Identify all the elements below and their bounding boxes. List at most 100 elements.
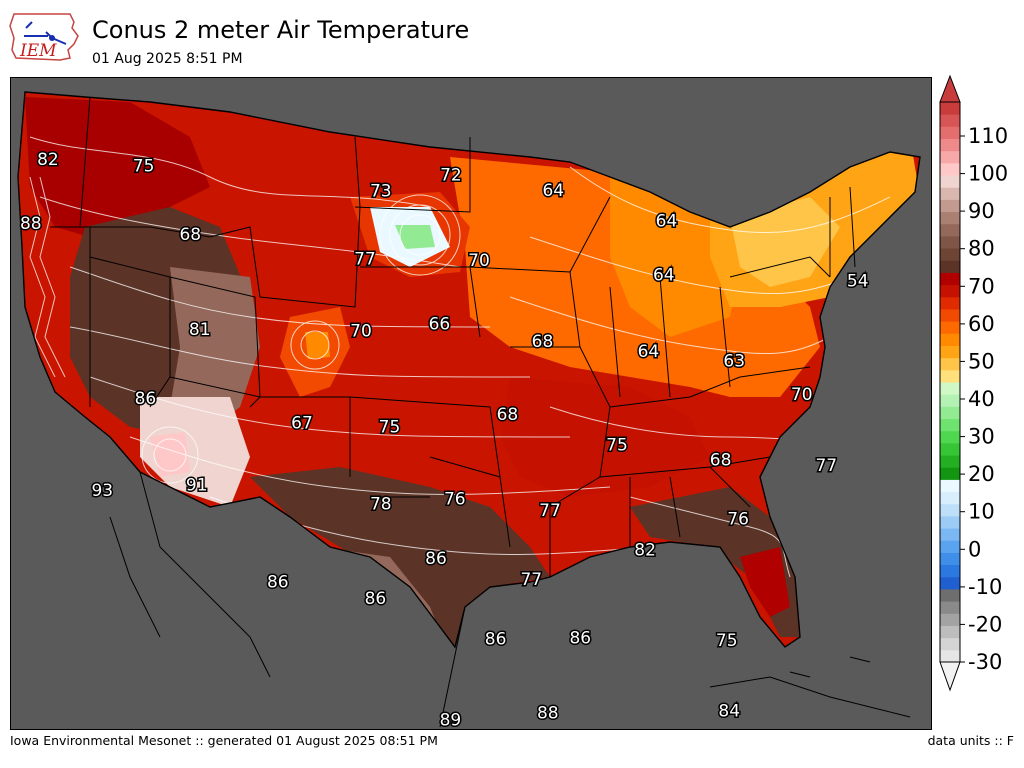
station-temperature-label: 93	[91, 481, 113, 501]
colorbar-swatch	[940, 102, 960, 115]
colorbar-tick-label: 110	[968, 124, 1008, 148]
colorbar-swatch	[940, 162, 960, 176]
station-temperature-label: 81	[189, 320, 211, 340]
colorbar-swatch	[940, 503, 960, 517]
colorbar-swatch	[940, 455, 960, 468]
colorbar-swatch	[940, 260, 960, 273]
colorbar-swatch	[940, 564, 960, 578]
colorbar-tick-label: -20	[968, 612, 1002, 636]
station-temperature-label: 67	[291, 414, 313, 434]
station-temperature-label: 72	[440, 166, 462, 186]
station-temperature-label: 64	[656, 212, 678, 232]
station-temperature-label: 78	[370, 494, 392, 514]
station-temperature-label: 77	[354, 249, 376, 269]
colorbar-swatch	[940, 248, 960, 261]
colorbar-swatch	[940, 382, 960, 395]
colorbar-tick-label: 20	[968, 462, 995, 486]
logo-text: IEM	[19, 41, 57, 61]
colorbar-swatch	[940, 394, 960, 407]
station-temperature-label: 75	[133, 157, 155, 177]
colorbar-swatch	[940, 467, 960, 480]
colorbar-tick-label: 30	[968, 425, 995, 449]
station-temperature-label: 88	[537, 704, 559, 724]
footer-units: data units :: F	[927, 733, 1014, 748]
colorbar-swatch	[940, 187, 960, 200]
station-temperature-label: 77	[520, 570, 542, 590]
colorbar-swatch	[940, 138, 960, 152]
colorbar-swatch	[940, 479, 960, 493]
colorbar-tick-label: 80	[968, 237, 995, 261]
station-temperature-label: 68	[179, 225, 201, 245]
colorbar-swatch	[940, 625, 960, 639]
colorbar-swatch	[940, 175, 960, 188]
colorbar-swatch	[940, 321, 960, 334]
colorbar-swatch	[940, 540, 960, 553]
colorbar-tick-label: 50	[968, 349, 995, 373]
station-temperature-label: 86	[135, 389, 157, 409]
colorbar-tick-label: 60	[968, 312, 995, 336]
station-labels: 6382756388687372646461777054588281646670…	[10, 149, 932, 730]
iem-logo: IEM	[9, 13, 79, 61]
station-temperature-label: 54	[847, 272, 869, 292]
station-temperature-label: 82	[37, 150, 59, 170]
station-temperature-label: 64	[653, 266, 675, 286]
station-temperature-label: 64	[638, 342, 660, 362]
colorbar-swatch	[940, 491, 960, 505]
colorbar-swatch	[940, 150, 960, 164]
station-temperature-label: 86	[569, 628, 591, 648]
geographic-boundaries	[17, 91, 921, 728]
station-temperature-label: 70	[350, 322, 372, 342]
colorbar-min-extension	[939, 661, 961, 692]
colorbar-tick-label: 10	[968, 500, 995, 524]
station-temperature-label: 86	[365, 589, 387, 609]
station-temperature-label: 88	[20, 214, 42, 234]
station-temperature-label: 86	[485, 630, 507, 650]
station-temperature-label: 76	[444, 490, 466, 510]
station-temperature-label: 76	[727, 510, 749, 530]
colorbar-swatch	[940, 576, 960, 590]
colorbar-tick-label: 70	[968, 274, 995, 298]
colorbar-swatch	[940, 588, 960, 602]
colorbar-tick-label: 0	[968, 537, 981, 561]
station-temperature-label: 84	[718, 701, 740, 721]
colorbar-swatch	[940, 333, 960, 346]
station-temperature-label: 75	[379, 418, 401, 438]
station-temperature-label: 68	[710, 450, 732, 470]
station-temperature-label: 75	[606, 436, 628, 456]
station-temperature-label: 77	[815, 456, 837, 476]
colorbar-tick-label: -30	[968, 650, 1002, 674]
station-temperature-label: 68	[532, 332, 554, 352]
colorbar-swatch	[940, 430, 960, 444]
station-temperature-label: 77	[539, 501, 561, 521]
colorbar-tick-label: 100	[968, 162, 1008, 186]
colorbar-tick-label: 40	[968, 387, 995, 411]
colorbar-swatch	[940, 345, 960, 359]
station-temperature-label: 70	[791, 385, 813, 405]
colorbar-swatch	[940, 406, 960, 420]
station-temperature-label: 86	[425, 549, 447, 569]
colorbar-swatch	[940, 296, 960, 310]
station-temperature-label: 82	[634, 540, 656, 560]
station-temperature-label: 66	[429, 315, 451, 335]
colorbar-swatch	[940, 284, 960, 298]
colorbar-swatch	[940, 649, 960, 663]
colorbar-swatch	[940, 637, 960, 651]
colorbar-swatch	[940, 369, 960, 383]
colorbar-swatch	[940, 357, 960, 371]
station-temperature-label: 75	[716, 631, 738, 651]
colorbar-swatch	[940, 601, 960, 614]
colorbar-swatch	[940, 235, 960, 249]
colorbar-tick-label: 90	[968, 199, 995, 223]
map-timestamp: 01 Aug 2025 8:51 PM	[92, 51, 243, 67]
colorbar-swatch	[940, 199, 960, 213]
colorbar-swatch	[940, 114, 960, 127]
station-temperature-label: 89	[440, 710, 462, 730]
station-temperature-label: 64	[542, 181, 564, 201]
colorbar-swatches	[939, 74, 961, 692]
colorbar-tick-label: -10	[968, 575, 1002, 599]
colorbar-swatch	[940, 223, 960, 237]
station-temperature-label: 68	[497, 405, 519, 425]
colorbar-swatch	[940, 442, 960, 456]
